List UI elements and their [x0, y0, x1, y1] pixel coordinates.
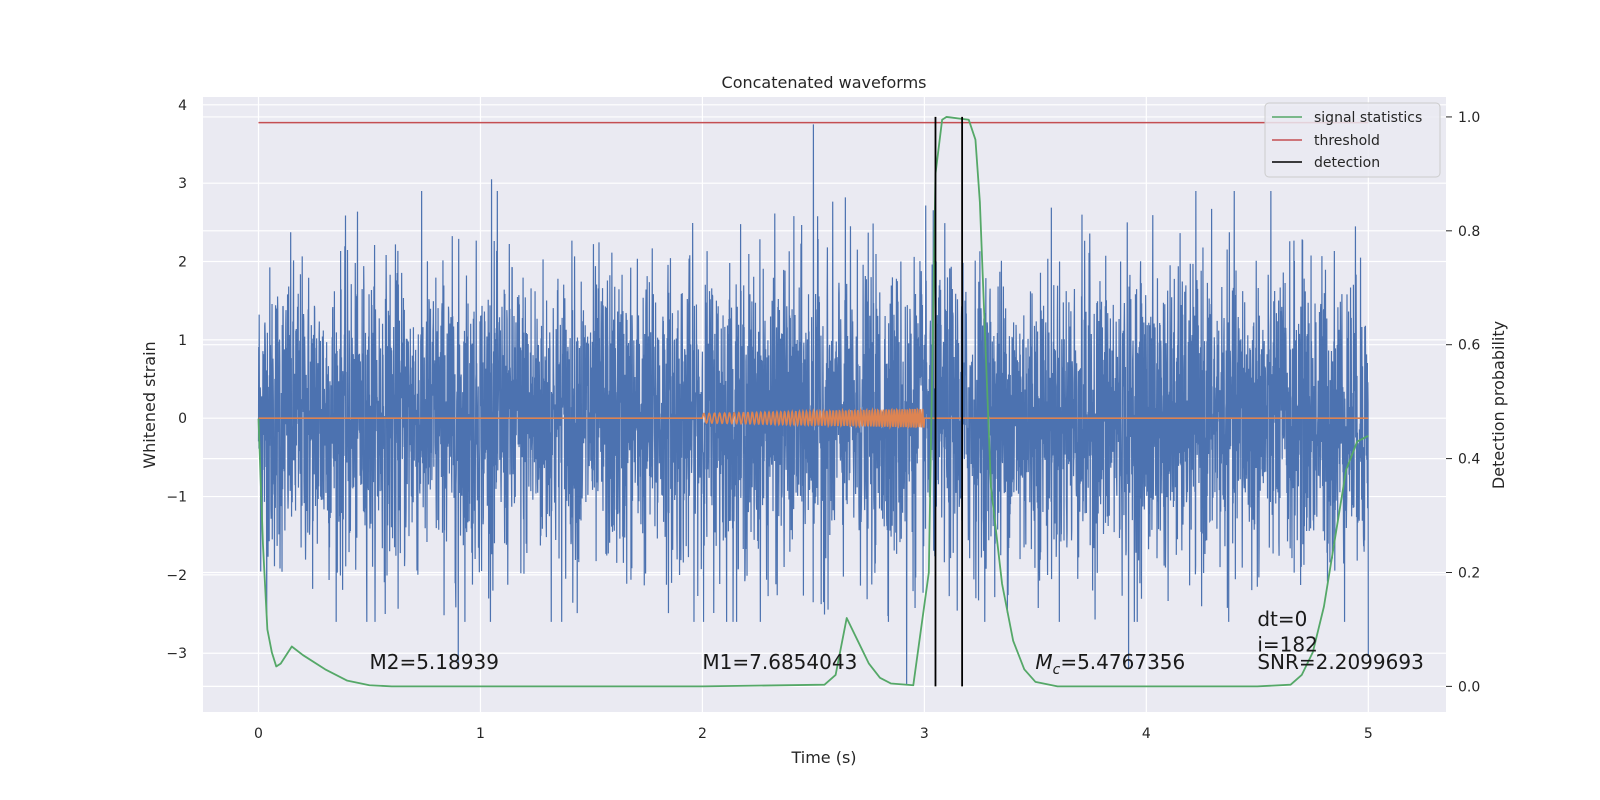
y-tick-label-left: −2	[166, 568, 187, 584]
annotation-text: M1=7.6854043	[702, 650, 857, 674]
chart-title: Concatenated waveforms	[722, 73, 927, 92]
y-axis-label-left: Whitened strain	[140, 341, 159, 468]
annotation-text: Mc=5.4767356	[1035, 650, 1185, 678]
y-tick-label-right: 0.6	[1458, 338, 1480, 354]
x-ticks: 0 1 2 3 4 5	[254, 726, 1373, 742]
detection-series	[934, 116, 964, 687]
y-tick-label-left: 2	[178, 255, 187, 271]
x-tick-label: 3	[920, 726, 929, 742]
x-tick-label: 1	[476, 726, 485, 742]
x-axis-label: Time (s)	[790, 748, 856, 767]
strain-line	[257, 124, 1369, 685]
annotation-text: i=182	[1257, 633, 1318, 657]
y-tick-label-left: 1	[178, 333, 187, 349]
y-tick-label-right: 0.0	[1458, 679, 1480, 695]
y-tick-label-right: 0.2	[1458, 565, 1480, 581]
y-tick-label-left: −3	[166, 646, 187, 662]
annotation-text: M2=5.18939	[369, 650, 498, 674]
x-tick-label: 5	[1364, 726, 1373, 742]
annotation-text: SNR=2.2099693	[1257, 650, 1423, 674]
signal-statistics-line	[257, 116, 1369, 688]
x-tick-label: 0	[254, 726, 263, 742]
y-tick-label-left: −1	[166, 490, 187, 506]
chirp-series	[258, 407, 1369, 430]
strain-series	[257, 124, 1369, 685]
annotation-text: dt=0	[1257, 607, 1307, 631]
legend-label-threshold: threshold	[1314, 133, 1380, 149]
x-tick-label: 2	[698, 726, 707, 742]
y-tick-label-left: 0	[178, 411, 187, 427]
y-ticks-right: 0.0 0.2 0.4 0.6 0.8 1.0	[1446, 110, 1480, 695]
annotations: M2=5.18939 M1=7.6854043 Mc=5.4767356 SNR=2.…	[369, 607, 1423, 678]
y-ticks-left: −3 −2 −1 0 1 2 3 4	[166, 98, 187, 662]
y-axis-label-right: Detection probability	[1489, 321, 1508, 489]
y-tick-label-left: 4	[178, 98, 187, 114]
y-tick-label-right: 0.8	[1458, 224, 1480, 240]
legend-label-detection: detection	[1314, 155, 1380, 171]
signal-statistics-series	[257, 116, 1369, 688]
legend-label-signal-statistics: signal statistics	[1314, 110, 1422, 126]
legend: signal statistics threshold detection	[1264, 102, 1441, 178]
y-tick-label-right: 1.0	[1458, 110, 1480, 126]
x-tick-label: 4	[1142, 726, 1151, 742]
chirp-line	[258, 407, 1369, 430]
y-tick-label-right: 0.4	[1458, 452, 1480, 468]
y-tick-label-left: 3	[178, 176, 187, 192]
legend-box	[1264, 102, 1441, 178]
